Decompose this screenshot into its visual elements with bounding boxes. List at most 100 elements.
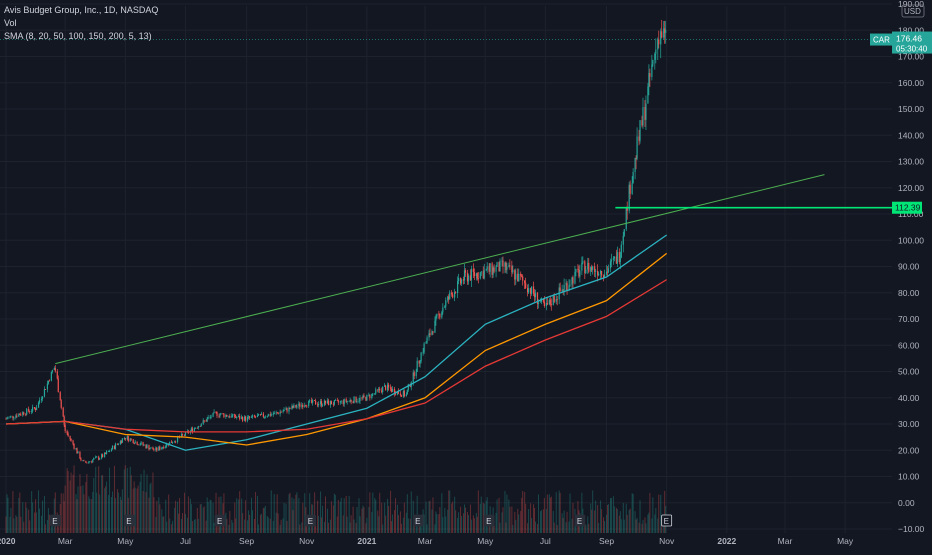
earnings-marker[interactable]	[661, 514, 673, 527]
candle-body	[225, 414, 227, 418]
volume-bar	[381, 502, 383, 533]
candle-body	[332, 404, 334, 406]
candle-body	[175, 441, 177, 443]
volume-bar	[282, 518, 284, 533]
volume-bar	[441, 493, 443, 533]
volume-bar	[20, 516, 22, 533]
candle-body	[459, 278, 462, 284]
candle-body	[641, 120, 643, 126]
candle-body	[371, 393, 373, 399]
volume-label[interactable]: Vol	[4, 18, 17, 28]
candle-body	[336, 400, 338, 401]
volume-bar	[332, 505, 334, 533]
candle-body	[130, 438, 132, 440]
price-tick-label: 160.00	[898, 78, 924, 88]
price-tick-label: 30.00	[898, 419, 920, 429]
volume-bar	[228, 524, 230, 533]
candle-body	[197, 426, 199, 429]
volume-bar	[645, 523, 647, 533]
volume-bar	[480, 496, 482, 533]
earnings-marker[interactable]	[305, 514, 317, 527]
price-tick-label: 180.00	[898, 25, 924, 35]
volume-bar	[634, 511, 636, 533]
volume-bar	[205, 520, 207, 533]
sma-label[interactable]: SMA (8, 20, 50, 100, 150, 200, 5, 13)	[4, 31, 152, 41]
candle-body	[606, 271, 609, 273]
earnings-marker[interactable]	[214, 514, 226, 527]
candle-body	[172, 442, 174, 444]
volume-bar	[184, 513, 186, 533]
candle-body	[472, 268, 474, 273]
volume-bar	[321, 517, 323, 533]
earnings-marker[interactable]	[483, 514, 495, 527]
volume-bar	[51, 521, 53, 533]
candle-body	[518, 273, 520, 282]
candle-body	[618, 252, 620, 262]
volume-bar	[620, 519, 622, 533]
volume-bar	[439, 507, 441, 533]
volume-bar	[101, 475, 103, 533]
volume-bar	[543, 498, 545, 533]
volume-bar	[346, 516, 348, 533]
earnings-marker[interactable]	[123, 514, 135, 527]
candle-body	[196, 427, 198, 429]
volume-bar	[186, 517, 188, 533]
candle-body	[329, 401, 332, 406]
candle-body	[629, 184, 631, 194]
candle-body	[616, 252, 618, 264]
sma-line	[5, 234, 668, 451]
candle-body	[343, 399, 345, 404]
trendline[interactable]	[55, 174, 825, 365]
candle-body	[393, 388, 396, 394]
volume-bar	[475, 513, 477, 533]
volume-bar	[146, 474, 148, 533]
volume-bar	[498, 497, 500, 533]
volume-bar	[202, 507, 204, 533]
candle-body	[266, 416, 268, 418]
volume-bar	[207, 501, 209, 533]
volume-bar	[330, 501, 332, 533]
candle-body	[292, 405, 294, 408]
volume-bar	[98, 466, 100, 533]
volume-bar	[549, 497, 551, 533]
volume-bar	[269, 518, 271, 533]
currency-badge[interactable]	[901, 4, 925, 18]
candle-body	[420, 352, 422, 362]
volume-bar	[16, 516, 18, 533]
symbol-title[interactable]: Avis Budget Group, Inc., 1D, NASDAQ	[4, 5, 159, 15]
candle-body	[457, 281, 459, 293]
candle-body	[280, 411, 282, 413]
volume-bar	[314, 492, 316, 533]
earnings-marker[interactable]	[49, 514, 61, 527]
volume-bar	[242, 513, 244, 533]
volume-bar	[505, 522, 507, 533]
volume-bar	[595, 500, 597, 533]
candle-body	[111, 445, 114, 450]
candle-body	[15, 415, 17, 418]
level-badge	[892, 201, 922, 214]
volume-bar	[86, 474, 88, 533]
volume-bar	[528, 509, 530, 533]
volume-bar	[571, 518, 573, 533]
candle-body	[619, 257, 621, 262]
volume-bar	[272, 520, 274, 533]
volume-bar	[642, 519, 644, 533]
candle-body	[568, 285, 570, 291]
candle-body	[457, 278, 460, 282]
volume-bar	[558, 490, 560, 533]
earnings-marker[interactable]	[574, 514, 586, 527]
candle-body	[73, 443, 75, 449]
chart-legend: Avis Budget Group, Inc., 1D, NASDAQ Vol …	[4, 4, 158, 43]
volume-bar	[241, 498, 243, 533]
time-tick-label: Sep	[599, 536, 614, 546]
candle-body	[210, 416, 212, 418]
candle-body	[231, 415, 233, 418]
volume-bar	[603, 517, 605, 533]
candle-body	[247, 416, 250, 418]
earnings-marker[interactable]	[412, 514, 424, 527]
volume-bar	[534, 507, 536, 533]
volume-bar	[264, 505, 266, 533]
volume-bar	[590, 503, 592, 533]
